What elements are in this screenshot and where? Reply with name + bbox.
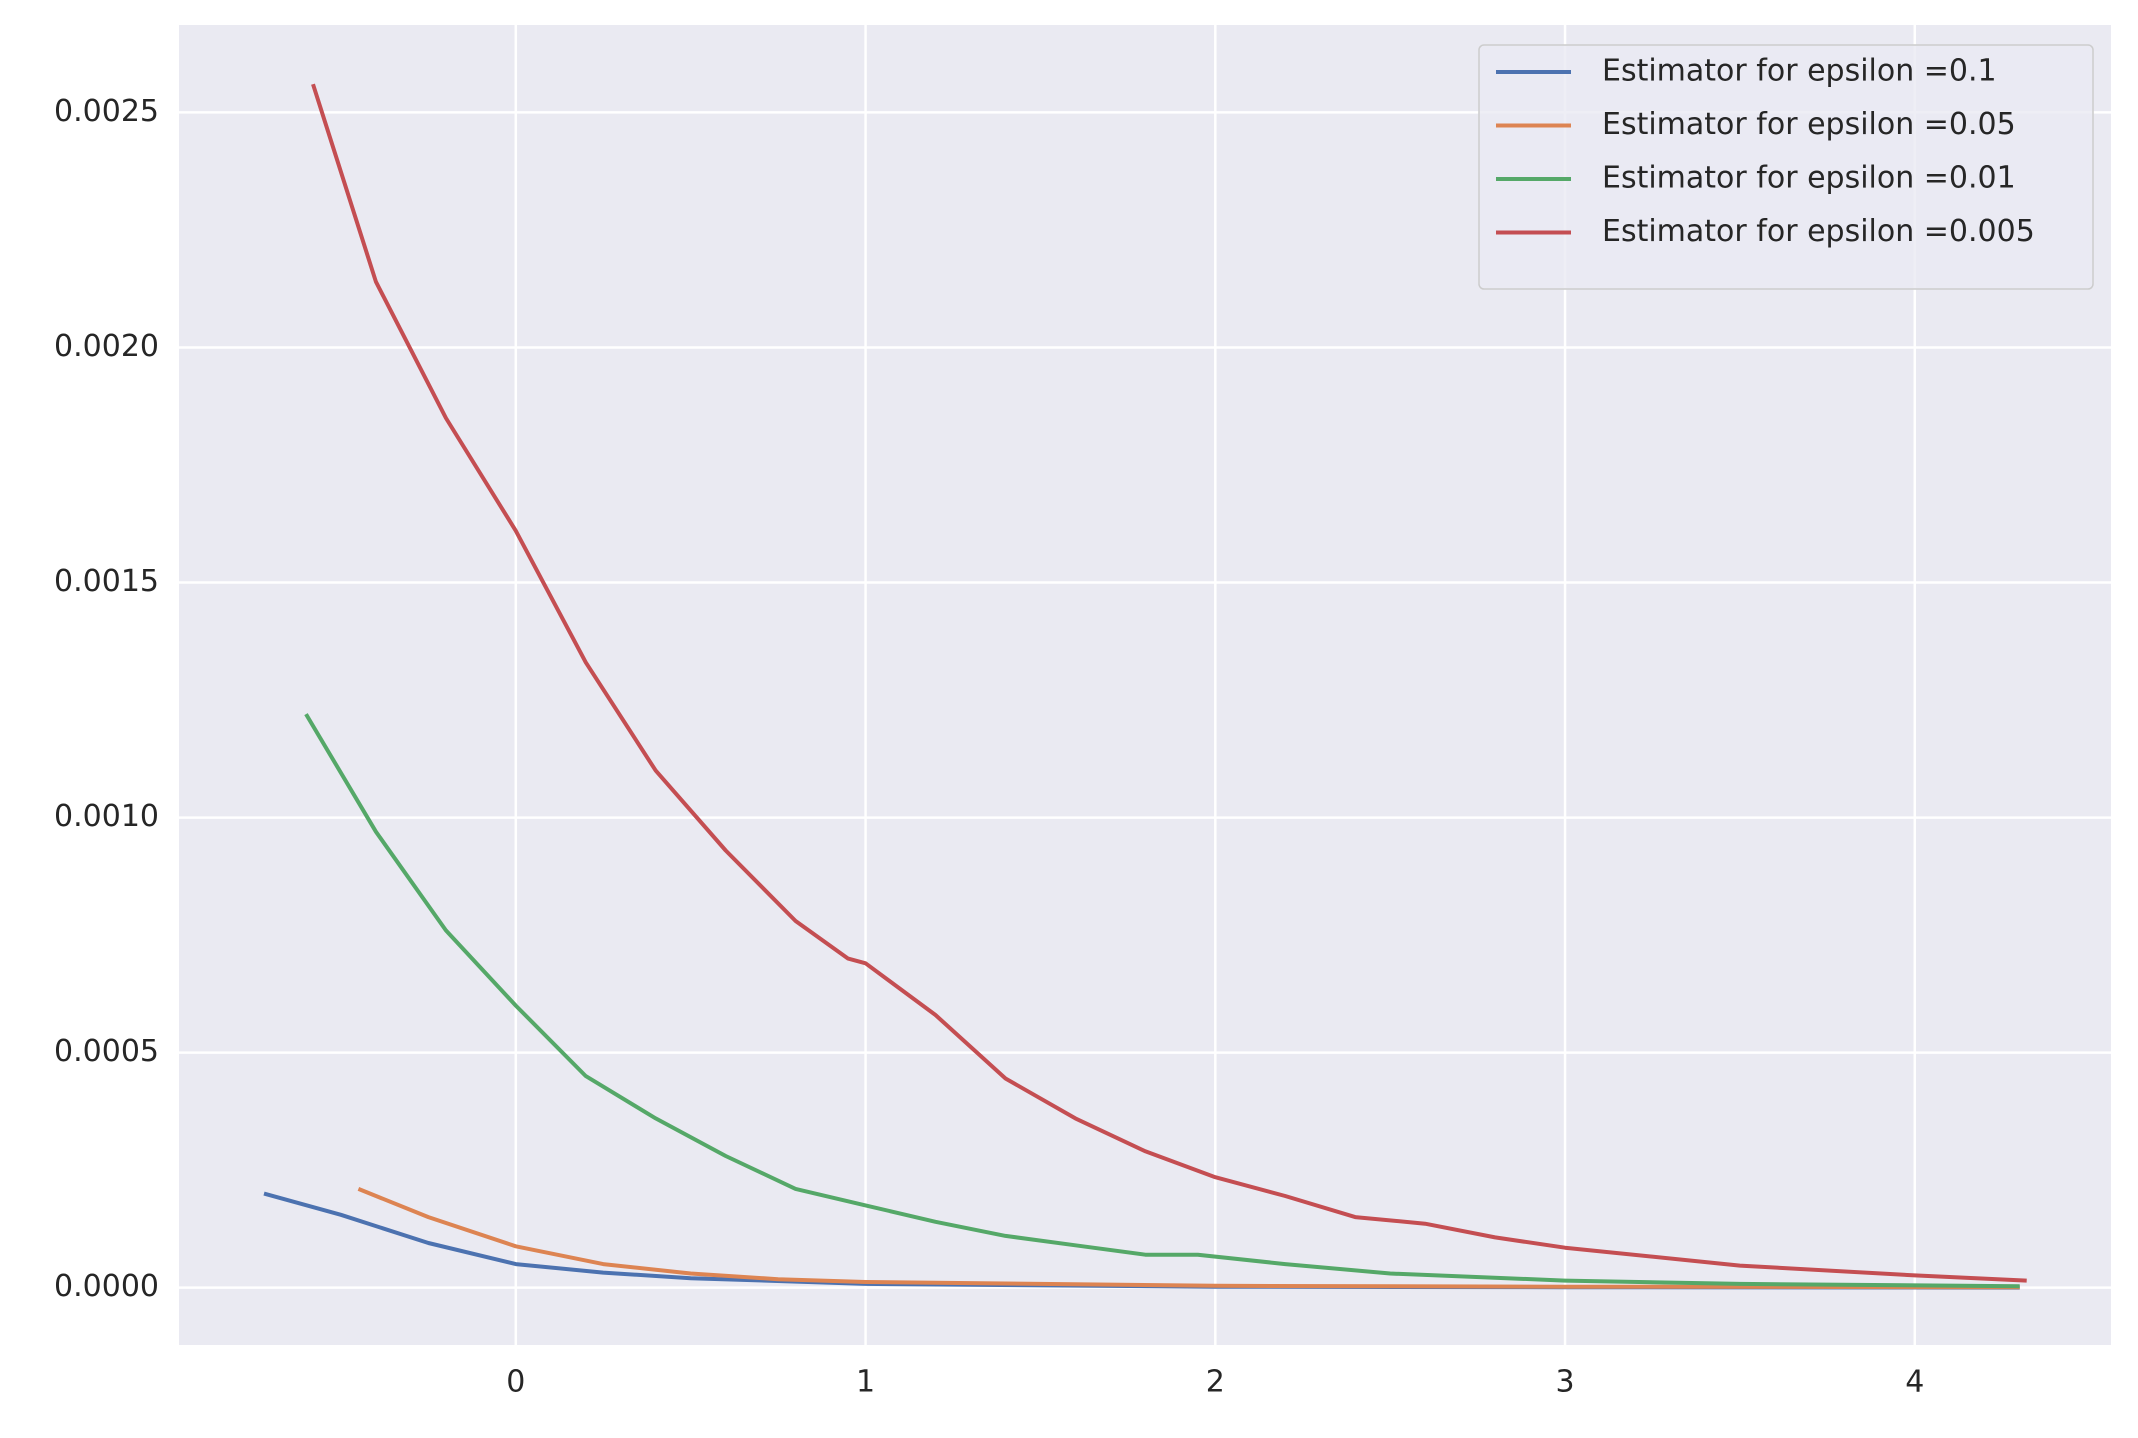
y-tick-label: 0.0020 — [54, 329, 159, 364]
line-series — [304, 713, 2020, 1289]
y-tick-label: 0.0010 — [54, 799, 159, 834]
legend-box — [1478, 44, 2094, 290]
y-tick-label: 0.0000 — [54, 1269, 159, 1304]
x-tick-label: 1 — [856, 1365, 875, 1400]
x-tick-label: 3 — [1555, 1365, 1574, 1400]
legend-label: Estimator for epsilon =0.05 — [1602, 107, 2016, 142]
line-series — [357, 1187, 2020, 1290]
y-tick-label: 0.0005 — [54, 1034, 159, 1069]
y-tick-label: 0.0025 — [54, 94, 159, 129]
x-tick-label: 4 — [1905, 1365, 1924, 1400]
y-tick-label: 0.0015 — [54, 564, 159, 599]
x-tick-label: 2 — [1206, 1365, 1225, 1400]
line-series — [311, 83, 2027, 1283]
legend-label: Estimator for epsilon =0.005 — [1602, 214, 2035, 249]
x-tick-label: 0 — [506, 1365, 525, 1400]
legend-label: Estimator for epsilon =0.01 — [1602, 161, 2016, 196]
legend-label: Estimator for epsilon =0.1 — [1602, 54, 1997, 89]
